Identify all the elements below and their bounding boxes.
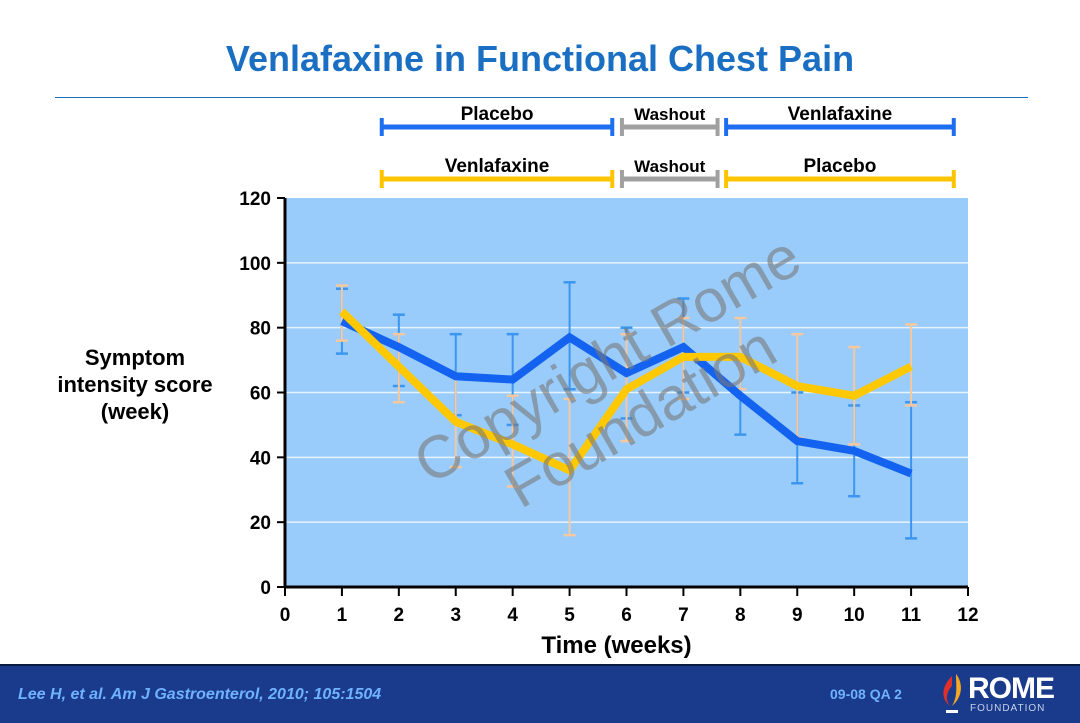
arm-label: Placebo (461, 104, 534, 125)
x-tick-label: 2 (394, 605, 405, 626)
y-tick-label: 100 (239, 254, 271, 275)
rome-foundation-logo: ROME FOUNDATION (938, 672, 1068, 718)
y-label-line: intensity score (30, 371, 240, 398)
arm-label: Washout (634, 105, 705, 124)
x-tick-label: 4 (507, 605, 518, 626)
x-axis-label: Time (weeks) (541, 632, 691, 659)
y-tick-label: 0 (260, 578, 271, 599)
y-label-line: (week) (30, 398, 240, 425)
y-label-line: Symptom (30, 344, 240, 371)
x-tick-label: 6 (621, 605, 632, 626)
y-tick-label: 40 (250, 448, 271, 469)
y-tick-label: 80 (250, 319, 271, 340)
logo-text: ROME (968, 672, 1054, 706)
x-tick-label: 10 (844, 605, 865, 626)
y-tick-label: 60 (250, 384, 271, 405)
y-tick-label: 20 (250, 513, 271, 534)
x-tick-label: 12 (957, 605, 978, 626)
arm-label: Venlafaxine (788, 104, 893, 125)
footer: Lee H, et al. Am J Gastroenterol, 2010; … (0, 664, 1080, 723)
x-tick-label: 9 (792, 605, 803, 626)
arm-label: Washout (634, 157, 705, 176)
flame-icon (938, 672, 966, 718)
arm-label: Placebo (804, 156, 877, 177)
x-tick-label: 1 (337, 605, 348, 626)
logo-subtext: FOUNDATION (970, 703, 1045, 714)
y-tick-label: 120 (239, 189, 271, 210)
x-tick-label: 3 (450, 605, 461, 626)
slide-code: 09-08 QA 2 (830, 686, 902, 702)
x-tick-label: 0 (280, 605, 291, 626)
x-tick-label: 7 (678, 605, 689, 626)
y-axis-label: Symptom intensity score (week) (30, 344, 240, 425)
x-tick-label: 8 (735, 605, 746, 626)
x-tick-label: 11 (901, 605, 922, 626)
arm-label: Venlafaxine (445, 156, 550, 177)
x-tick-label: 5 (564, 605, 575, 626)
citation: Lee H, et al. Am J Gastroenterol, 2010; … (18, 686, 381, 704)
